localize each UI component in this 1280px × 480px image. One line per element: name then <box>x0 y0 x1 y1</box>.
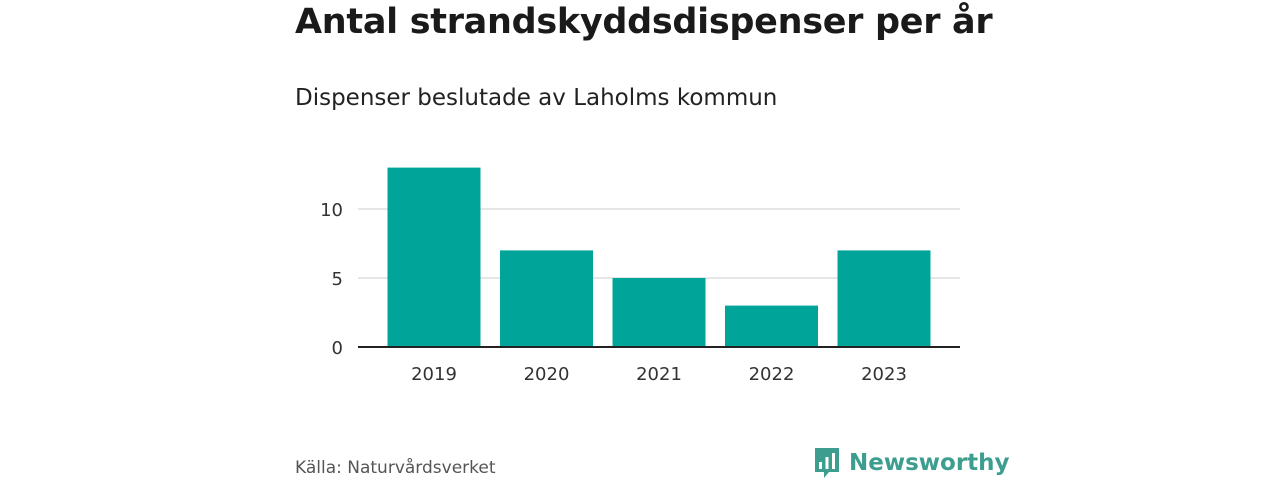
source-note: Källa: Naturvårdsverket <box>295 458 496 478</box>
x-tick-label: 2019 <box>411 364 457 385</box>
bars <box>387 167 931 347</box>
y-tick-label: 5 <box>332 269 343 290</box>
y-tick-label: 0 <box>332 338 343 359</box>
bar-2019 <box>387 167 481 347</box>
y-tick-label: 10 <box>320 200 343 221</box>
bar-chart-speech-bubble-icon <box>815 448 839 478</box>
x-axis-ticks: 2019 2020 2021 2022 2023 <box>411 364 907 385</box>
bar-2021 <box>612 278 706 347</box>
x-tick-label: 2023 <box>861 364 907 385</box>
chart-title: Antal strandskyddsdispenser per år <box>295 2 993 42</box>
x-tick-label: 2020 <box>524 364 570 385</box>
bar-2023 <box>837 250 931 347</box>
chart-subtitle: Dispenser beslutade av Laholms kommun <box>295 85 778 111</box>
brand-name: Newsworthy <box>849 450 1010 476</box>
x-tick-label: 2021 <box>636 364 682 385</box>
bar-2022 <box>725 305 818 347</box>
y-axis-ticks: 0 5 10 <box>320 200 343 359</box>
brand-logo[interactable]: Newsworthy <box>813 446 1010 480</box>
bar-2020 <box>500 250 593 347</box>
x-tick-label: 2022 <box>749 364 795 385</box>
